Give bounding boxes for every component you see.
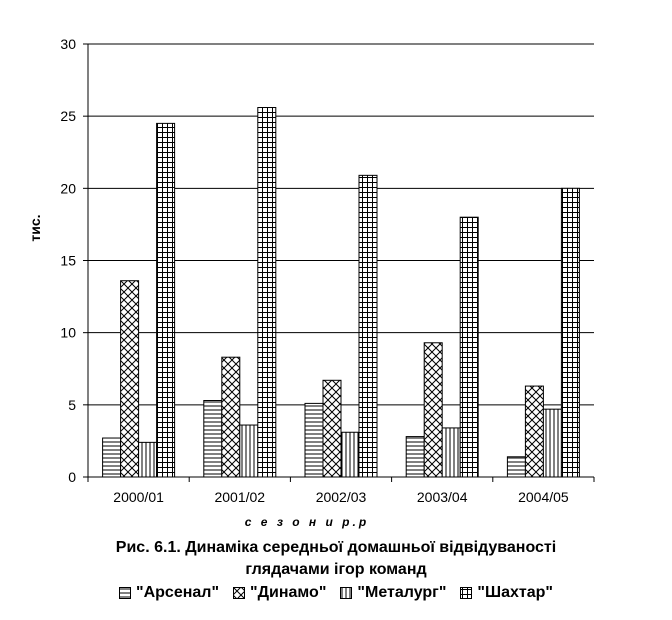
y-tick-label: 20 xyxy=(60,180,76,196)
bar-3-2000-01 xyxy=(138,441,158,478)
legend-item: "Металург" xyxy=(340,584,446,602)
legend-swatch-cross-hatch xyxy=(233,587,246,599)
legend-swatch-horizontal-lines xyxy=(119,587,132,599)
bar-2-2002-03 xyxy=(322,379,342,478)
axes: 0 5 10 15 20 25 30 2000/01 2001/02 2002/03 2003/04… xyxy=(60,36,595,505)
legend-item: "Шахтар" xyxy=(460,584,553,602)
legend-label: "Шахтар" xyxy=(477,584,553,601)
bar-4-2000-01 xyxy=(156,122,176,478)
y-tick-label: 25 xyxy=(60,108,76,124)
bar-1-2000-01 xyxy=(102,437,122,478)
bar-4-2001-02 xyxy=(257,107,277,478)
x-tick-label: 2000/01 xyxy=(113,489,164,505)
legend-item: "Динамо" xyxy=(233,584,326,602)
bar-2-2003-04 xyxy=(423,342,443,478)
legend-item: "Арсенал" xyxy=(119,584,219,602)
bar-3-2001-02 xyxy=(239,424,259,478)
bar-2-2000-01 xyxy=(120,280,140,478)
legend: "Арсенал" "Динамо" "Металург" "Шахтар" xyxy=(0,584,672,602)
legend-label: "Арсенал" xyxy=(136,584,220,601)
bar-4-2002-03 xyxy=(358,174,378,478)
bar-1-2002-03 xyxy=(304,402,324,478)
bar-4-2004-05 xyxy=(560,187,580,478)
y-axis-label: тис. xyxy=(27,214,43,241)
x-tick-label: 2004/05 xyxy=(518,489,569,505)
bar-1-2001-02 xyxy=(203,400,223,478)
x-tick-label: 2001/02 xyxy=(214,489,265,505)
y-tick-label: 5 xyxy=(68,397,76,413)
figure-caption-line-1: Рис. 6.1. Динаміка середньої домашньої в… xyxy=(115,539,557,556)
legend-label: "Металург" xyxy=(357,584,447,601)
legend-swatch-grid xyxy=(460,587,473,599)
bar-4-2003-04 xyxy=(459,216,479,478)
y-tick-label: 30 xyxy=(60,36,76,52)
y-tick-label: 10 xyxy=(60,325,76,341)
legend-swatch-vertical-lines xyxy=(340,587,353,599)
y-tick-label: 0 xyxy=(68,469,76,485)
figure-caption-line-2: глядачами ігор команд xyxy=(245,561,427,578)
y-tick-label: 15 xyxy=(60,253,76,269)
bar-1-2004-05 xyxy=(506,456,526,478)
bar-1-2003-04 xyxy=(405,436,425,478)
x-tick-label: 2002/03 xyxy=(316,489,367,505)
bar-3-2002-03 xyxy=(340,431,360,478)
legend-label: "Динамо" xyxy=(250,584,327,601)
x-tick-label: 2003/04 xyxy=(417,489,468,505)
bars xyxy=(102,107,580,478)
bar-2-2001-02 xyxy=(221,356,241,478)
x-axis-label: с е з о н и р.р xyxy=(245,515,369,529)
bar-3-2003-04 xyxy=(441,427,461,478)
bar-3-2004-05 xyxy=(542,408,562,478)
bar-chart: 0 5 10 15 20 25 30 2000/01 2001/02 2002/03 2003/04… xyxy=(27,36,595,529)
bar-2-2004-05 xyxy=(524,385,544,478)
